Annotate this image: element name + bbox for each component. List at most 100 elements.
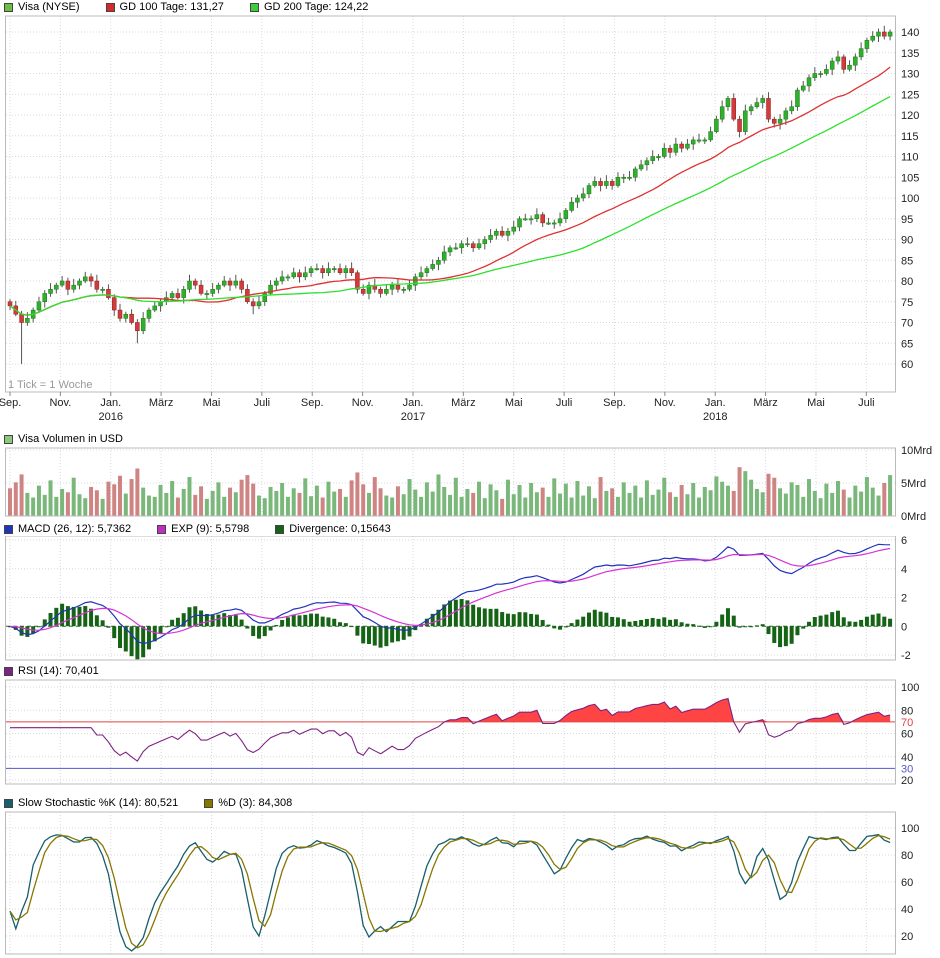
stoch-k-swatch-icon bbox=[4, 798, 13, 808]
axis-label: 105 bbox=[901, 172, 919, 184]
axis-label: Sep. bbox=[603, 397, 626, 409]
volume-swatch-icon bbox=[4, 434, 13, 444]
volume-chart-canvas[interactable]: 10Mrd 5Mrd 0Mrd bbox=[0, 446, 940, 522]
panel-frame bbox=[5, 811, 896, 955]
axis-label: 20 bbox=[901, 931, 913, 943]
axis-label: 60 bbox=[901, 877, 913, 889]
panel-frame bbox=[5, 679, 896, 785]
axis-label: Jan. bbox=[403, 397, 424, 409]
axis-label: Juli bbox=[858, 397, 875, 409]
rsi-line bbox=[10, 697, 891, 762]
macd-legend: MACD (26, 12): 5,7362 EXP (9): 5,5798 Di… bbox=[0, 522, 940, 536]
axis-label: 100 bbox=[901, 193, 919, 205]
axis-label: 5Mrd bbox=[901, 478, 926, 490]
axis-label: 70 bbox=[901, 318, 913, 330]
axis-label: 2018 bbox=[703, 411, 727, 423]
legend-label: %D (3): 84,308 bbox=[218, 797, 293, 809]
gd100-swatch-icon bbox=[105, 2, 115, 12]
axis-label: 70 bbox=[901, 717, 913, 729]
axis-label: Nov. bbox=[654, 397, 676, 409]
macd-signal-line bbox=[9, 547, 891, 635]
gridlines bbox=[6, 680, 895, 784]
price-legend: Visa (NYSE) GD 100 Tage: 131,27 GD 200 T… bbox=[0, 0, 940, 14]
rsi-panel: RSI (14): 70,401 100 80 60 40 20 70 30 bbox=[0, 664, 940, 796]
axis-label: Juli bbox=[254, 397, 271, 409]
axis-label: 20 bbox=[901, 775, 913, 787]
stoch-k-line bbox=[9, 833, 891, 952]
axis-label: 95 bbox=[901, 214, 913, 226]
legend-label: Visa Volumen in USD bbox=[18, 433, 123, 445]
axis-label: Jan. bbox=[100, 397, 121, 409]
legend-item-macd: MACD (26, 12): 5,7362 bbox=[4, 523, 131, 535]
axis-label: 140 bbox=[901, 27, 919, 39]
exp-swatch-icon bbox=[157, 524, 167, 534]
axis-label: Mai bbox=[807, 397, 825, 409]
axis-label: 0 bbox=[901, 621, 907, 633]
legend-label: GD 200 Tage: 124,22 bbox=[263, 1, 369, 13]
axis-label: 110 bbox=[901, 152, 919, 164]
legend-label: GD 100 Tage: 131,27 bbox=[119, 1, 224, 13]
axis-label: 60 bbox=[901, 729, 913, 741]
legend-item-volume: Visa Volumen in USD bbox=[4, 433, 123, 445]
gd200-swatch-icon bbox=[249, 2, 259, 12]
axis-label: -2 bbox=[901, 650, 911, 662]
x-axis: Sep. Nov. Jan. März Mai Juli Sep. Nov. Jan. März M… bbox=[0, 392, 875, 423]
panel-frame bbox=[5, 536, 896, 661]
macd-chart-canvas[interactable]: 6 4 2 0 -2 bbox=[0, 536, 940, 664]
candles bbox=[7, 25, 893, 364]
axis-label: 115 bbox=[901, 131, 919, 143]
stoch-d-swatch-icon bbox=[204, 798, 214, 808]
rsi-chart-canvas[interactable]: 100 80 60 40 20 70 30 bbox=[0, 678, 940, 796]
legend-item-stoch-k: Slow Stochastic %K (14): 80,521 bbox=[4, 797, 178, 809]
axis-label: 0Mrd bbox=[901, 511, 926, 522]
macd-histogram bbox=[8, 599, 893, 660]
axis-label: 135 bbox=[901, 48, 919, 60]
volume-bars bbox=[8, 467, 893, 516]
legend-item-gd100: GD 100 Tage: 131,27 bbox=[105, 1, 224, 13]
axis-label: Jan. bbox=[705, 397, 726, 409]
gd100-line bbox=[9, 66, 891, 316]
gridlines bbox=[6, 812, 895, 954]
axis-label: März bbox=[149, 397, 173, 409]
stoch-d-line bbox=[9, 834, 891, 949]
axis-label: 65 bbox=[901, 338, 913, 350]
macd-panel: MACD (26, 12): 5,7362 EXP (9): 5,5798 Di… bbox=[0, 522, 940, 664]
legend-label: RSI (14): 70,401 bbox=[18, 665, 99, 677]
axis-label: Nov. bbox=[352, 397, 374, 409]
gd200-line bbox=[9, 96, 891, 316]
axis-label: 80 bbox=[901, 705, 913, 717]
axis-label: 40 bbox=[901, 904, 913, 916]
price-panel: Visa (NYSE) GD 100 Tage: 131,27 GD 200 T… bbox=[0, 0, 940, 432]
axis-label: 125 bbox=[901, 89, 919, 101]
macd-swatch-icon bbox=[4, 524, 13, 534]
axis-label: Mai bbox=[203, 397, 221, 409]
axis-label: 100 bbox=[901, 682, 919, 694]
axis-label: Sep. bbox=[301, 397, 324, 409]
price-chart-canvas[interactable]: 140 135 130 125 120 115 110 105 100 95 90 85 80 75 70 6… bbox=[0, 14, 940, 432]
axis-label: März bbox=[753, 397, 777, 409]
axis-label: 4 bbox=[901, 564, 907, 576]
axis-label: Juli bbox=[556, 397, 573, 409]
panel-frame bbox=[5, 447, 896, 517]
axis-label: 2016 bbox=[99, 411, 123, 423]
stochastic-chart-canvas[interactable]: 100 80 60 40 20 bbox=[0, 810, 940, 958]
axis-label: 90 bbox=[901, 235, 913, 247]
axis-label: 60 bbox=[901, 359, 913, 371]
axis-label: März bbox=[451, 397, 475, 409]
legend-label: EXP (9): 5,5798 bbox=[171, 523, 250, 535]
legend-item-exp: EXP (9): 5,5798 bbox=[157, 523, 249, 535]
divergence-swatch-icon bbox=[275, 524, 285, 534]
legend-label: Visa (NYSE) bbox=[18, 1, 80, 13]
axis-label: Mai bbox=[505, 397, 523, 409]
rsi-legend: RSI (14): 70,401 bbox=[0, 664, 940, 678]
legend-item-stoch-d: %D (3): 84,308 bbox=[204, 797, 292, 809]
axis-label: 80 bbox=[901, 850, 913, 862]
legend-item-gd200: GD 200 Tage: 124,22 bbox=[249, 1, 369, 13]
axis-label: 30 bbox=[901, 763, 913, 775]
volume-legend: Visa Volumen in USD bbox=[0, 432, 940, 446]
axis-label: 6 bbox=[901, 536, 907, 547]
legend-item-visa: Visa (NYSE) bbox=[4, 1, 80, 13]
axis-label: 2 bbox=[901, 593, 907, 605]
legend-item-divergence: Divergence: 0,15643 bbox=[275, 523, 391, 535]
axis-label: 2017 bbox=[401, 411, 425, 423]
